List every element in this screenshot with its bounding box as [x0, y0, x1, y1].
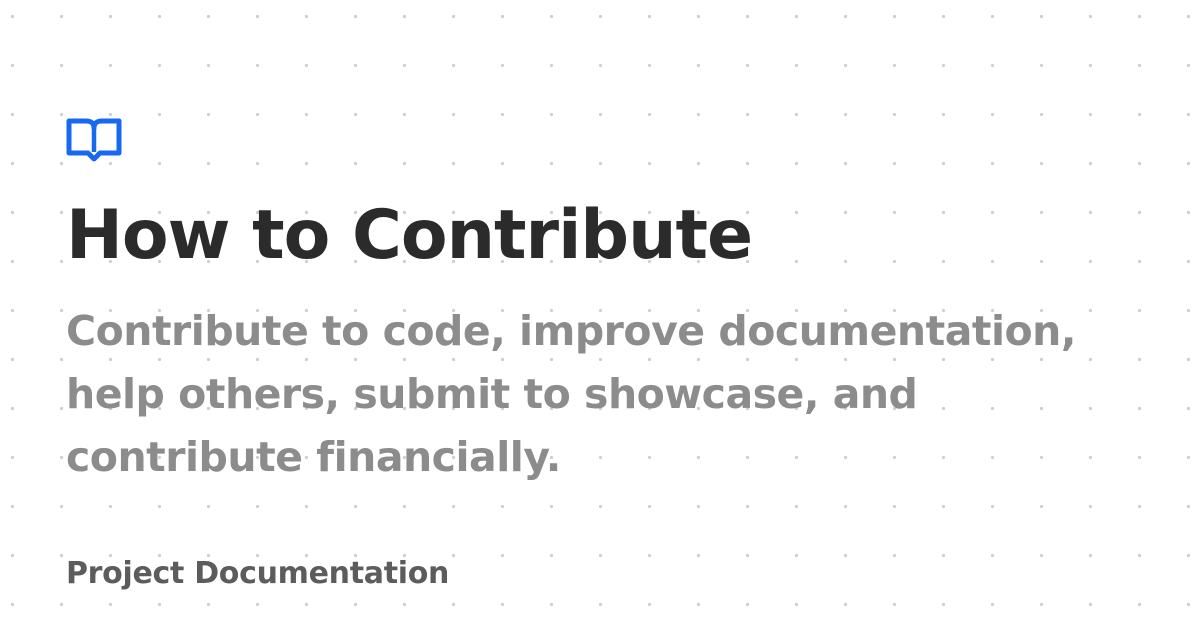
page-description: Contribute to code, improve documentatio…: [66, 307, 1076, 481]
page-title: How to Contribute: [66, 196, 753, 275]
site-name: Project Documentation: [66, 556, 450, 591]
book-open-icon: [66, 118, 122, 162]
social-card: How to Contribute Contribute to code, im…: [66, 118, 1146, 608]
